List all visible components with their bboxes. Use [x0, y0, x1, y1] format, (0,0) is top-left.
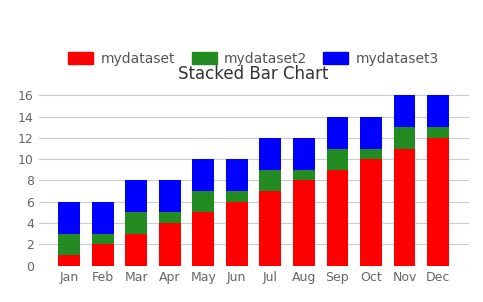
Bar [327, 149, 348, 170]
Bar [159, 181, 181, 213]
Bar [125, 181, 147, 213]
Bar [125, 213, 147, 234]
Bar [259, 170, 281, 191]
Bar [226, 202, 248, 266]
Bar [226, 191, 248, 202]
Bar [394, 127, 415, 149]
Bar [427, 127, 449, 138]
Legend: mydataset, mydataset2, mydataset3: mydataset, mydataset2, mydataset3 [69, 52, 439, 66]
Bar [159, 223, 181, 266]
Bar [293, 138, 315, 170]
Bar [259, 138, 281, 170]
Bar [394, 95, 415, 127]
Bar [394, 149, 415, 266]
Bar [58, 202, 80, 234]
Bar [327, 117, 348, 149]
Bar [58, 234, 80, 255]
Bar [192, 159, 214, 191]
Bar [226, 159, 248, 191]
Bar [360, 149, 382, 159]
Bar [427, 138, 449, 266]
Bar [58, 255, 80, 266]
Bar [293, 181, 315, 266]
Bar [327, 170, 348, 266]
Bar [259, 191, 281, 266]
Bar [159, 213, 181, 223]
Bar [293, 170, 315, 181]
Bar [192, 213, 214, 266]
Bar [360, 159, 382, 266]
Title: Stacked Bar Chart: Stacked Bar Chart [178, 65, 329, 83]
Bar [92, 202, 114, 234]
Bar [125, 234, 147, 266]
Bar [427, 95, 449, 127]
Bar [92, 244, 114, 266]
Bar [92, 234, 114, 244]
Bar [192, 191, 214, 213]
Bar [360, 117, 382, 149]
